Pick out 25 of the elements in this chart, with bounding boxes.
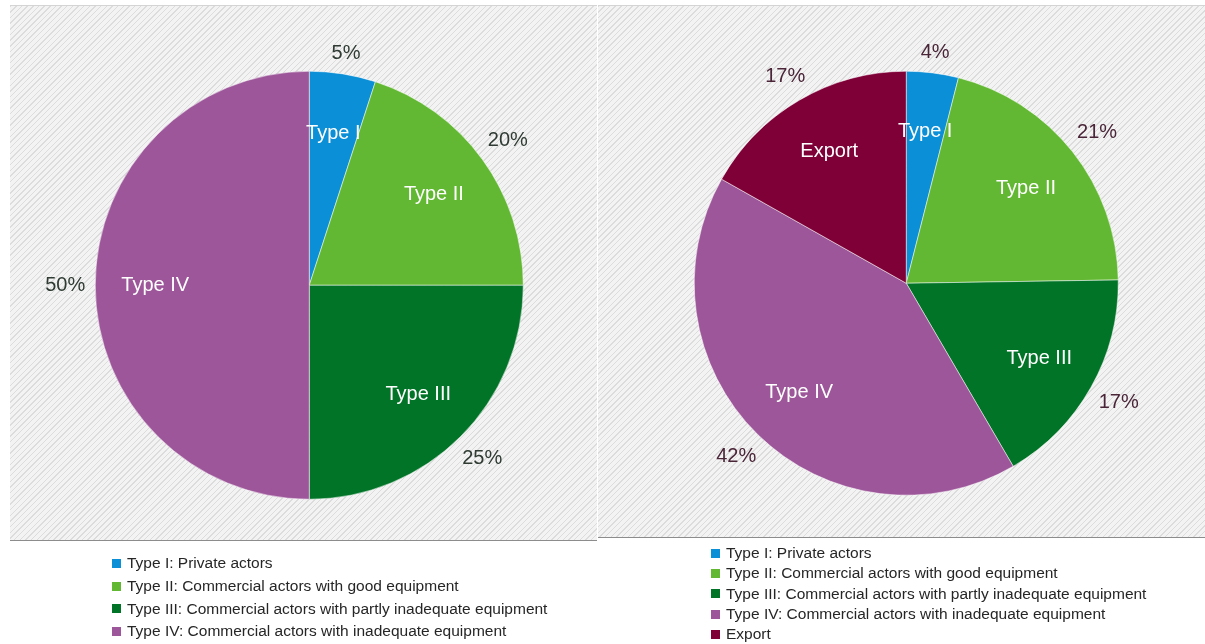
legend-label: Type IV: Commercial actors with inadequate equipment xyxy=(127,622,507,641)
legend-label: Type II: Commercial actors with good equipment xyxy=(127,577,459,596)
legend-label: Type I: Private actors xyxy=(127,554,273,573)
legend-label: Type II: Commercial actors with good equipment xyxy=(726,564,1058,583)
text: Type III xyxy=(385,381,451,404)
text: Type IV xyxy=(121,272,190,295)
data-label: 17% xyxy=(765,63,806,86)
data-label: 42% xyxy=(716,443,757,466)
text: Type IV xyxy=(765,379,834,402)
data-label: 20% xyxy=(487,128,529,151)
data-label: 50% xyxy=(45,272,86,295)
text: Export xyxy=(800,138,859,161)
data-label: 25% xyxy=(462,445,503,468)
data-label: 17% xyxy=(1098,390,1139,413)
text: Type II xyxy=(403,182,464,205)
data-label: 4% xyxy=(920,39,950,62)
legend-label: Type III: Commercial actors with partly inadequate equipment xyxy=(726,584,1147,603)
data-label: 5% xyxy=(331,40,361,63)
text: Type II xyxy=(995,176,1057,199)
data-label: 21% xyxy=(1077,119,1118,142)
legend-label: Export xyxy=(726,625,771,644)
legend-label: Type IV: Commercial actors with inadequate equipment xyxy=(726,605,1106,624)
legend-label: Type III: Commercial actors with partly inadequate equipment xyxy=(127,599,548,618)
text: Type III xyxy=(1006,345,1073,368)
legend-label: Type I: Private actors xyxy=(726,544,872,563)
